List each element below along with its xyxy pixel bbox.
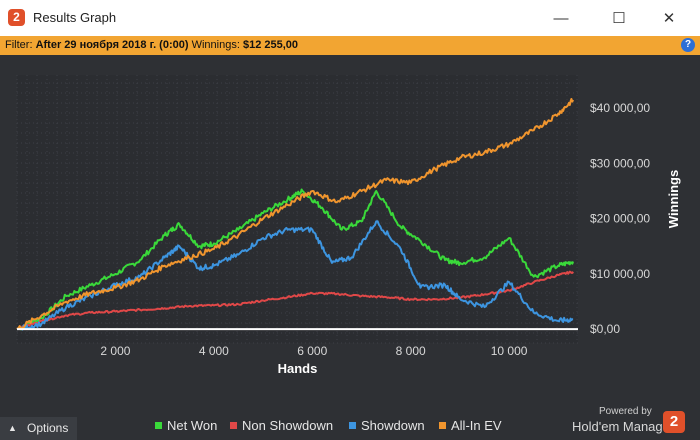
- maximize-button[interactable]: ☐: [596, 0, 642, 36]
- winnings-value: $12 255,00: [242, 39, 299, 51]
- legend-non-showdown[interactable]: Non Showdown: [230, 418, 333, 433]
- bottom-bar: ▲ Options Net Won Non Showdown Showdown …: [0, 412, 700, 440]
- brand-name: Hold'em Manager: [572, 419, 675, 434]
- filter-summary: Filter: After 29 ноября 2018 г. (0:00) W…: [5, 39, 298, 51]
- series-line: [16, 98, 575, 330]
- y-tick-label: $30 000,00: [590, 156, 650, 170]
- legend-swatch: [439, 422, 446, 429]
- winnings-label: Winnings:: [191, 39, 240, 51]
- help-icon[interactable]: ?: [681, 38, 695, 52]
- series-line: [16, 188, 575, 331]
- x-tick-label: 2 000: [100, 344, 130, 358]
- legend-net-won[interactable]: Net Won: [155, 418, 217, 433]
- brand-logo-icon: 2: [663, 411, 685, 433]
- legend-showdown[interactable]: Showdown: [349, 418, 425, 433]
- results-chart: 2 000 4 000 6 000 8 000 10 000 $0,00 $10 000,0…: [16, 75, 681, 376]
- y-tick-label: $20 000,00: [590, 212, 650, 226]
- powered-by-label: Powered by: [599, 406, 652, 417]
- y-axis-label: Winnings: [666, 170, 681, 228]
- filter-date: After 29 ноября 2018 г. (0:00): [35, 39, 189, 51]
- legend-all-in-ev[interactable]: All-In EV: [439, 418, 502, 433]
- series-line: [16, 220, 574, 331]
- y-tick-label: $40 000,00: [590, 101, 650, 115]
- minimize-button[interactable]: —: [538, 0, 584, 36]
- x-tick-label: 4 000: [199, 344, 229, 358]
- legend-swatch: [230, 422, 237, 429]
- filter-bar: Filter: After 29 ноября 2018 г. (0:00) W…: [0, 36, 700, 55]
- legend-swatch: [155, 422, 162, 429]
- x-tick-label: 6 000: [297, 344, 327, 358]
- legend-swatch: [349, 422, 356, 429]
- app-logo-icon: 2: [8, 9, 25, 26]
- series-line: [16, 270, 574, 331]
- window-title: Results Graph: [33, 10, 117, 25]
- title-bar: 2 Results Graph — ☐ ✕: [0, 0, 700, 36]
- x-axis-label: Hands: [278, 361, 318, 376]
- x-tick-label: 8 000: [396, 344, 426, 358]
- minimize-icon: —: [553, 9, 569, 27]
- chevron-up-icon: ▲: [8, 423, 17, 433]
- close-icon: ✕: [662, 10, 676, 27]
- x-tick-label: 10 000: [491, 344, 528, 358]
- options-button[interactable]: ▲ Options: [0, 417, 77, 440]
- y-tick-label: $0,00: [590, 322, 620, 336]
- filter-label: Filter:: [5, 39, 33, 51]
- close-button[interactable]: ✕: [646, 0, 692, 36]
- y-tick-label: $10 000,00: [590, 267, 650, 281]
- maximize-icon: ☐: [612, 10, 626, 27]
